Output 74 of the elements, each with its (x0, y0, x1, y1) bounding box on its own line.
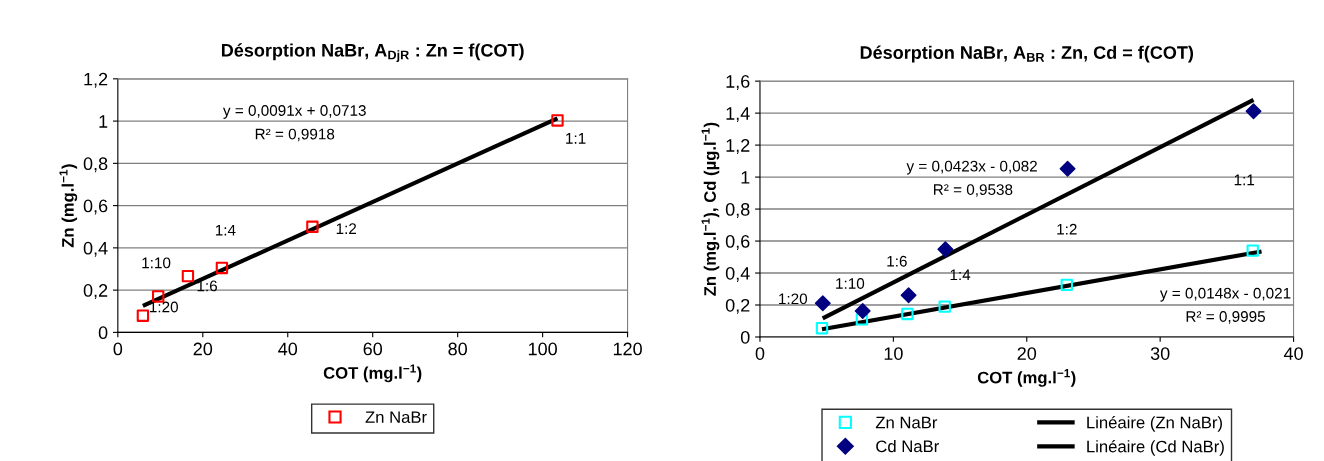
point (136, 309, 150, 322)
x-tick-label: 80 (448, 342, 467, 356)
annotation: R² = 0,9538 (934, 184, 1013, 197)
y-tick-label: 1,2 (84, 72, 108, 88)
annotation: 1:2 (336, 223, 357, 234)
legend-label: Cd NaBr (876, 440, 939, 453)
y-tick-label: 1 (741, 171, 750, 184)
point (854, 303, 871, 320)
annotation: 1:10 (142, 257, 171, 269)
point (855, 313, 869, 326)
point (815, 322, 829, 335)
y-tick-label: 0,8 (725, 203, 750, 218)
point (901, 307, 914, 321)
x-tick-label: 100 (528, 342, 557, 356)
annotation: 1:10 (836, 278, 865, 289)
y-tick-label: 0,8 (83, 157, 108, 173)
annotation: R² = 0,9995 (1186, 311, 1266, 324)
y-tick-label: 0,4 (725, 266, 750, 282)
legend-label: Linéaire (Cd NaBr) (1087, 440, 1224, 456)
x-tick-label: 40 (1283, 347, 1303, 360)
legend-label: Zn NaBr (875, 416, 938, 429)
point (900, 287, 917, 304)
legend-label: Linéaire (Zn NaBr) (1087, 415, 1222, 432)
chart-title: Désorption NaBr, A$_{DjR}$ : Zn = f(COT) (221, 43, 524, 62)
y-tick-label: 0,6 (83, 199, 108, 215)
point (938, 300, 951, 313)
x-tick-label: 0 (113, 342, 123, 356)
x-tick-label: 0 (755, 347, 765, 360)
x-tick-label: 30 (1150, 347, 1170, 360)
annotation: 1:2 (1057, 223, 1077, 235)
point (1060, 278, 1073, 292)
y-tick-label: 1,4 (726, 107, 750, 122)
y-tick-label: 0,6 (725, 234, 750, 250)
x-axis-title: COT (mg.l$^{−1}$) (323, 364, 422, 383)
x-axis-title: COT (mg.l$^{−1}$) (977, 369, 1076, 387)
legend-label: Zn NaBr (365, 411, 427, 424)
point (215, 261, 229, 275)
point (1246, 244, 1259, 257)
point (181, 269, 195, 283)
y-axis-title: Zn (mg.l$^{−1}$), Cd (µg.l$^{−1}$) (701, 122, 720, 296)
y-tick-label: 0,4 (83, 241, 108, 257)
y-axis-title: Zn (mg.l$^{−1}$) (59, 164, 78, 248)
x-tick-label: 10 (884, 347, 903, 360)
x-tick-label: 40 (278, 342, 298, 356)
x-tick-label: 20 (1017, 347, 1037, 360)
annotation: y = 0,0148x - 0,021 (1159, 287, 1291, 302)
annotation: 1:6 (197, 280, 217, 292)
x-tick-label: 60 (363, 342, 383, 356)
point (306, 220, 319, 233)
y-tick-label: 1,2 (726, 139, 750, 154)
annotation: 1:4 (215, 224, 236, 236)
x-tick-label: 20 (193, 342, 213, 356)
annotation: 1:20 (150, 301, 178, 313)
annotation: 1:1 (566, 133, 586, 144)
point (1245, 103, 1262, 120)
x-tick-label: 120 (613, 342, 642, 356)
y-tick-label: 0,2 (725, 298, 750, 314)
point (1059, 160, 1076, 177)
chart-title: Désorption NaBr, A$_{BR}$ : Zn, Cd = f(COT) (860, 45, 1194, 63)
annotation: 1:20 (779, 293, 808, 305)
point (937, 241, 954, 258)
y-tick-label: 0,2 (83, 284, 108, 299)
y-tick-label: 1 (99, 115, 108, 128)
annotation: 1:6 (887, 255, 907, 267)
y-tick-label: 0 (740, 330, 750, 344)
annotation: 1:4 (950, 269, 971, 281)
annotation: y = 0,0091x + 0,0713 (222, 105, 366, 119)
point (814, 295, 831, 312)
annotation: 1:1 (1234, 174, 1255, 186)
annotation: y = 0,0423x - 0,082 (906, 160, 1037, 175)
y-tick-label: 0 (98, 326, 108, 340)
point (551, 114, 564, 127)
y-tick-label: 1,6 (726, 75, 750, 90)
annotation: R² = 0,9918 (255, 128, 335, 142)
